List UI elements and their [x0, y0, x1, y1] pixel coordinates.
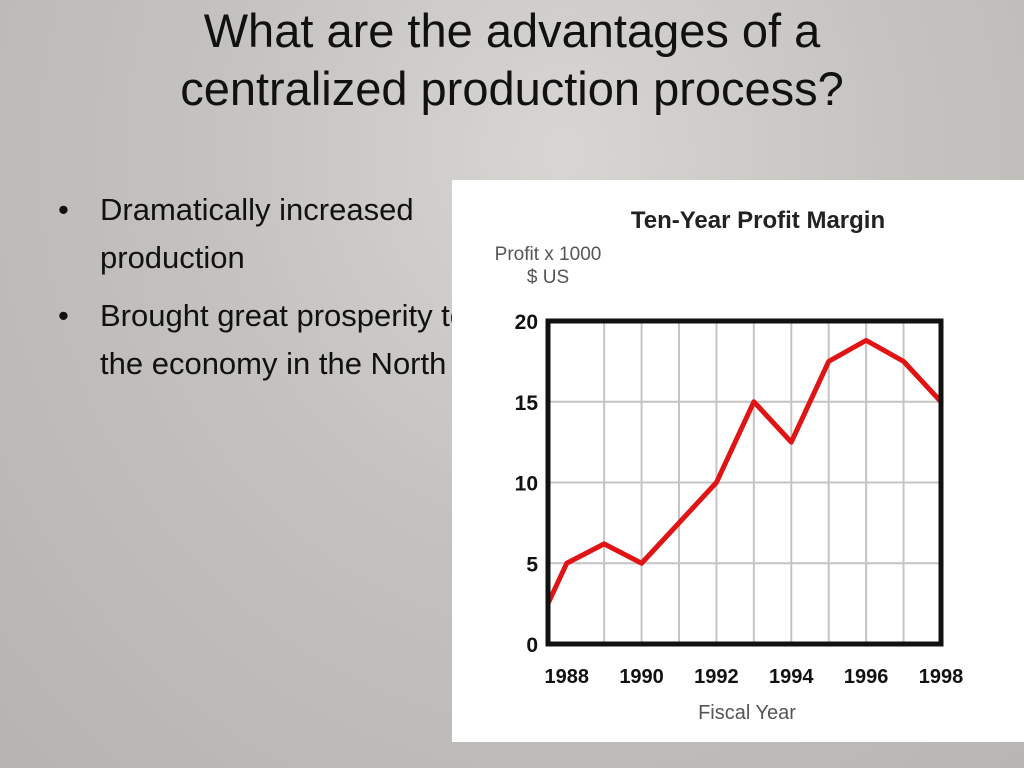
- x-tick-label: 1992: [694, 666, 739, 688]
- y-tick-label: 10: [515, 473, 538, 496]
- bullet-item: Dramatically increased production: [58, 186, 498, 282]
- x-axis-label: Fiscal Year: [698, 702, 796, 724]
- slide-title-line-1: What are the advantages of a: [203, 4, 821, 57]
- chart-title: Ten-Year Profit Margin: [631, 207, 885, 234]
- plot-frame: [545, 318, 944, 647]
- bullet-list: Dramatically increased production Brough…: [58, 186, 498, 398]
- x-tick-label: 1988: [544, 666, 589, 688]
- x-tick-label: 1996: [844, 666, 889, 688]
- chart-panel: Ten-Year Profit Margin Profit x 1000 $ U…: [452, 180, 1024, 742]
- x-tick-label: 1990: [619, 666, 664, 688]
- slide-title: What are the advantages of a centralized…: [0, 2, 1024, 118]
- y-tick-label: 15: [515, 392, 539, 415]
- y-tick-label: 20: [515, 311, 538, 334]
- slide-title-line-2: centralized production process?: [180, 62, 844, 115]
- x-tick-label: 1994: [769, 666, 814, 688]
- y-tick-label: 5: [526, 553, 538, 576]
- bullet-item: Brought great prosperity to the economy …: [58, 292, 498, 388]
- profit-chart: Ten-Year Profit Margin Profit x 1000 $ U…: [495, 207, 964, 724]
- series-line-profit: [545, 337, 944, 607]
- y-axis-label-line-1: Profit x 1000: [495, 244, 602, 265]
- y-axis-label-line-2: $ US: [527, 267, 569, 288]
- x-tick-label: 1998: [919, 666, 964, 688]
- y-tick-label: 0: [526, 634, 538, 657]
